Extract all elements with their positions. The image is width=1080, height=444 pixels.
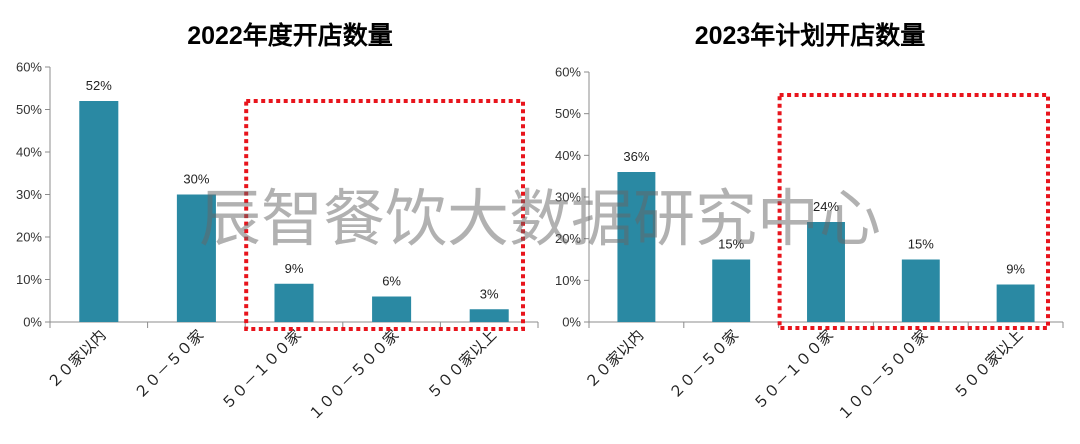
x-category-label: １００－５００家: [835, 327, 932, 424]
y-tick-label: 40%: [16, 145, 42, 160]
x-category-label: ５００家以上: [951, 327, 1027, 403]
data-label: 9%: [1006, 262, 1025, 277]
x-category-label: １００－５００家: [306, 327, 403, 424]
y-tick-label: 30%: [555, 190, 581, 205]
bar: [469, 309, 509, 322]
y-tick-label: 0%: [562, 315, 581, 330]
chart-title: 2023年计划开店数量: [695, 21, 926, 50]
bar: [617, 172, 656, 322]
bar: [79, 101, 119, 322]
bar: [274, 283, 314, 322]
data-label: 36%: [623, 149, 649, 164]
data-label: 15%: [908, 237, 934, 252]
y-tick-label: 10%: [555, 273, 581, 288]
watermark-text: 辰智餐饮大数据研究中心: [199, 185, 881, 254]
x-category-label: ５０－１００家: [751, 327, 837, 413]
bar: [807, 222, 845, 322]
data-label: 9%: [285, 261, 304, 276]
bar: [712, 259, 751, 322]
x-category-label: ２０－５０家: [132, 327, 208, 403]
x-category-label: ２０家以内: [45, 327, 110, 392]
highlight-box: [244, 99, 525, 331]
x-category-label: ５００家以上: [424, 327, 500, 403]
bar: [901, 259, 940, 322]
bar: [372, 296, 412, 322]
y-tick-label: 50%: [16, 102, 42, 117]
highlight-box: [777, 93, 1050, 330]
y-tick-label: 20%: [16, 230, 42, 245]
y-tick-label: 20%: [555, 231, 581, 246]
y-tick-label: 30%: [16, 187, 42, 202]
y-tick-label: 50%: [555, 106, 581, 121]
data-label: 24%: [813, 199, 839, 214]
data-label: 52%: [86, 78, 112, 93]
y-tick-label: 60%: [16, 60, 42, 75]
x-category-label: ２０家以内: [582, 327, 647, 392]
chart-title: 2022年度开店数量: [187, 21, 393, 50]
y-tick-label: 60%: [555, 65, 581, 80]
x-category-label: ２０－５０家: [666, 327, 742, 403]
y-tick-label: 0%: [23, 315, 42, 330]
data-label: 30%: [183, 172, 209, 187]
y-tick-label: 10%: [16, 272, 42, 287]
bar: [176, 194, 216, 322]
data-label: 15%: [718, 237, 744, 252]
data-label: 3%: [480, 286, 499, 301]
data-label: 6%: [382, 274, 401, 289]
y-tick-label: 40%: [555, 148, 581, 163]
x-category-label: ５０－１００家: [219, 327, 305, 413]
bar: [996, 284, 1035, 322]
